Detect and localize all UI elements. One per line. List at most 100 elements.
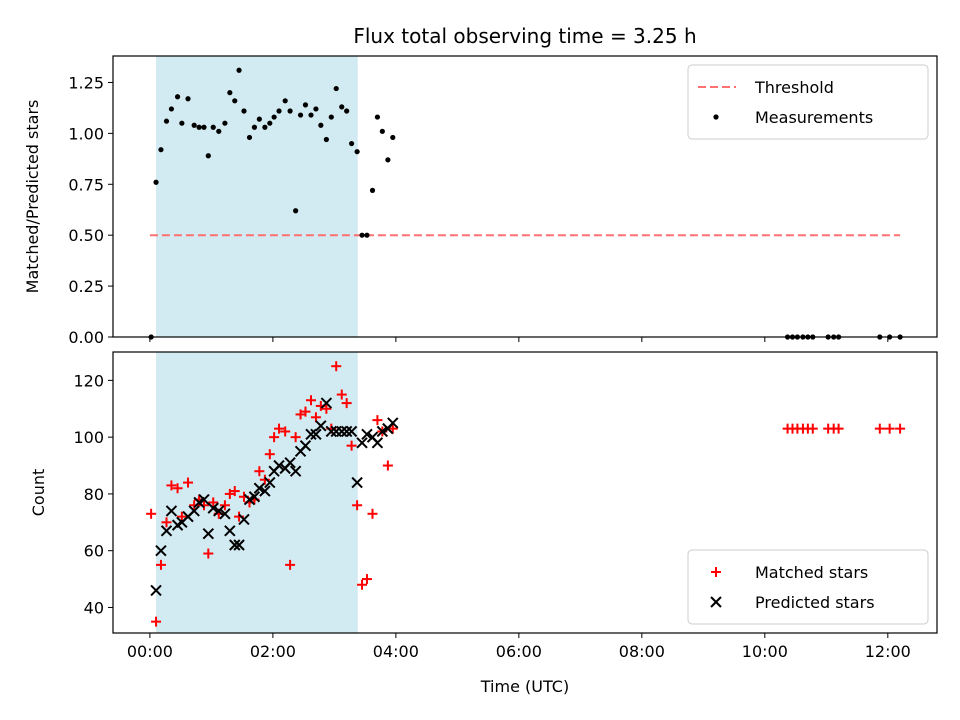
data-point	[356, 437, 368, 449]
y-tick-label: 100	[73, 428, 104, 447]
data-point	[271, 114, 277, 120]
data-point	[151, 616, 162, 627]
x-axis-label: Time (UTC)	[480, 677, 569, 696]
legend-marker	[710, 596, 722, 608]
marker-stroke	[315, 420, 327, 432]
data-point	[262, 124, 268, 130]
legend: Threshold Measurements	[687, 64, 929, 140]
data-point	[807, 423, 818, 434]
observing-span	[156, 56, 358, 337]
data-point	[158, 147, 164, 153]
series-measurements	[148, 67, 903, 340]
data-point	[287, 108, 293, 114]
data-point	[172, 483, 183, 494]
data-point	[354, 149, 360, 155]
data-point	[267, 120, 273, 126]
legend-item: Threshold	[698, 78, 834, 97]
legend-label: Threshold	[754, 78, 834, 97]
bottom-panel: 40 60 80 100 120 00:00 02:00 04:00 06:00 08:00 10:…	[29, 351, 938, 696]
data-point	[222, 120, 228, 126]
data-point	[300, 406, 311, 417]
data-point	[233, 539, 245, 551]
marker-stroke	[150, 584, 162, 597]
data-point	[163, 118, 170, 124]
data-point	[155, 559, 166, 570]
data-point	[874, 423, 885, 434]
data-point	[196, 124, 202, 130]
data-point	[364, 232, 370, 238]
data-point	[264, 449, 275, 460]
data-point	[331, 361, 342, 372]
data-point	[227, 90, 233, 96]
data-point	[302, 102, 309, 108]
data-point	[207, 502, 219, 514]
y-tick-label: 40	[84, 598, 104, 617]
data-point	[352, 500, 363, 511]
data-point	[379, 128, 385, 134]
data-point	[251, 124, 258, 130]
marker-stroke	[305, 428, 317, 441]
data-point	[254, 466, 265, 477]
marker-stroke	[351, 476, 363, 489]
data-point	[256, 116, 262, 122]
data-point	[313, 106, 319, 112]
marker-stroke	[165, 505, 178, 517]
data-point	[219, 508, 231, 520]
data-point	[160, 525, 173, 537]
data-point	[198, 493, 210, 506]
data-point	[336, 425, 348, 438]
marker-stroke	[345, 425, 358, 438]
marker-stroke	[289, 465, 302, 477]
marker-stroke	[325, 425, 338, 438]
legend-box	[687, 549, 929, 625]
y-tick-label: 60	[84, 542, 104, 561]
axes-frame	[112, 55, 938, 338]
data-point	[185, 96, 191, 102]
marker-stroke	[376, 425, 389, 438]
data-point	[248, 491, 261, 503]
marker-stroke	[188, 505, 200, 517]
x-tick-label: 00:00	[127, 642, 173, 661]
data-point	[264, 476, 276, 489]
data-point	[285, 559, 296, 570]
legend-label: Predicted stars	[755, 593, 875, 612]
marker-stroke	[207, 502, 219, 514]
data-point	[325, 425, 338, 438]
data-point	[284, 456, 296, 469]
y-axis-label: Count	[29, 469, 48, 517]
data-point	[273, 459, 285, 472]
series-predicted-stars	[150, 397, 399, 597]
y-tick-label: 120	[73, 371, 104, 390]
x-tick-label: 02:00	[250, 642, 296, 661]
data-point	[210, 124, 216, 130]
marker-stroke	[219, 508, 231, 520]
data-point	[259, 485, 271, 497]
marker-stroke	[366, 431, 379, 443]
marker-stroke	[320, 397, 333, 409]
data-point	[224, 525, 236, 537]
marker-stroke	[361, 428, 373, 441]
marker-stroke	[248, 491, 261, 503]
data-point	[219, 500, 230, 511]
data-point	[191, 122, 197, 128]
data-point	[253, 482, 266, 494]
marker-stroke	[264, 476, 276, 489]
data-point	[328, 114, 334, 120]
data-point	[306, 395, 317, 406]
data-point	[188, 505, 200, 517]
legend-item: Predicted stars	[710, 593, 875, 612]
data-point	[174, 94, 181, 100]
data-point	[369, 187, 376, 193]
data-point	[346, 440, 357, 451]
marker-stroke	[198, 493, 210, 506]
data-point	[146, 508, 157, 519]
marker-stroke	[273, 459, 285, 472]
data-point	[382, 460, 393, 471]
marker-stroke	[202, 527, 215, 540]
data-point	[315, 420, 327, 432]
data-point	[348, 140, 355, 147]
data-point	[183, 477, 194, 488]
y-tick-label: 0.75	[68, 175, 104, 194]
marker-stroke	[160, 525, 173, 537]
